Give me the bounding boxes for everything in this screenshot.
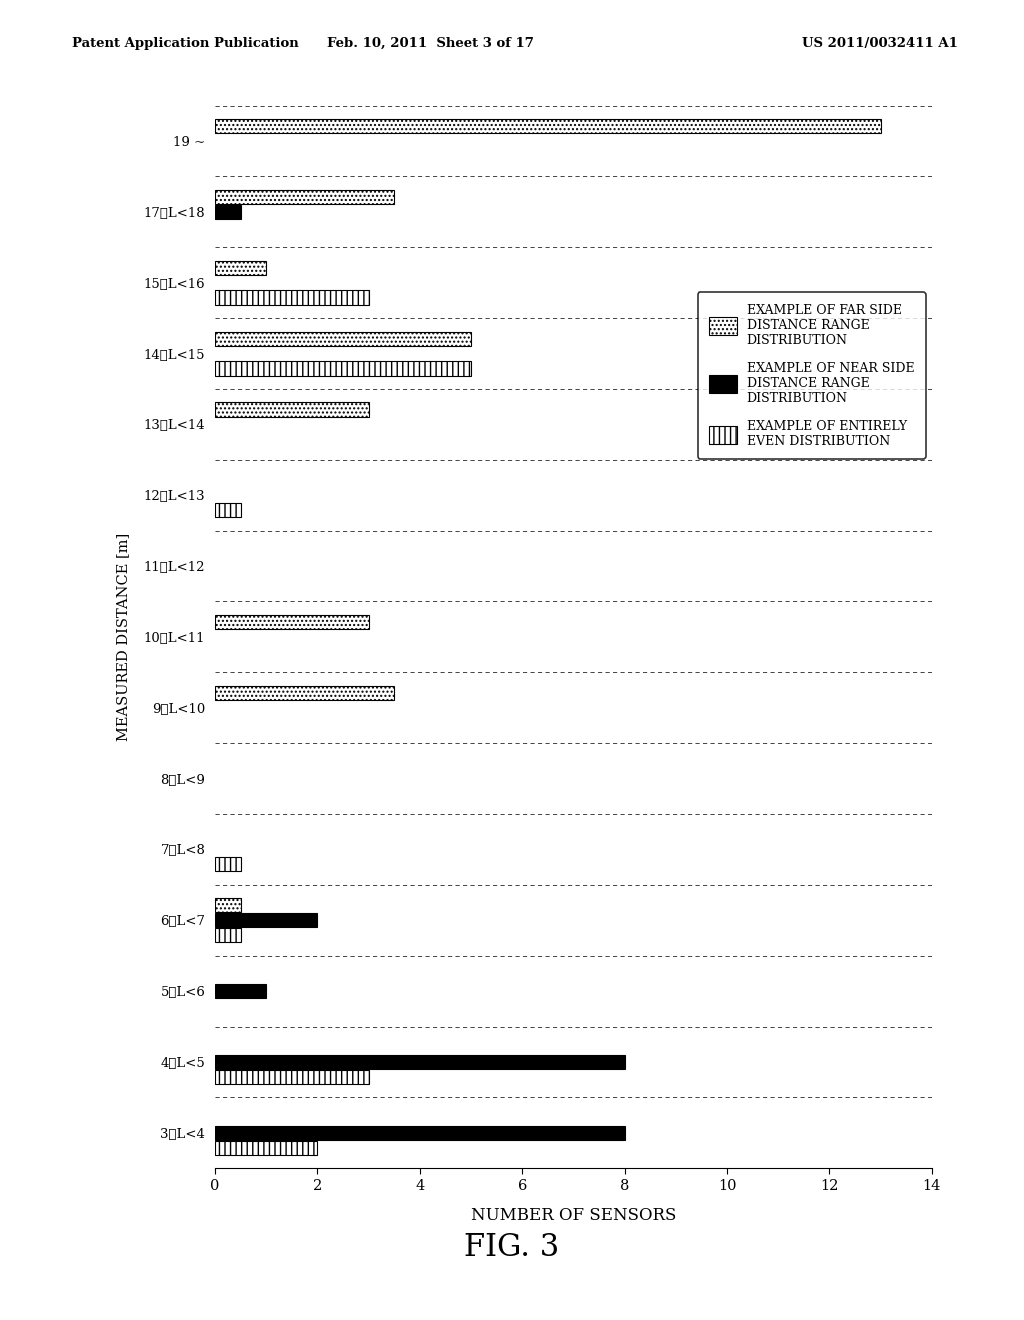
Bar [215, 615, 369, 630]
Text: Feb. 10, 2011  Sheet 3 of 17: Feb. 10, 2011 Sheet 3 of 17 [327, 37, 534, 50]
Bar [215, 857, 241, 871]
Bar [215, 1140, 317, 1155]
Text: Patent Application Publication: Patent Application Publication [72, 37, 298, 50]
Bar [215, 205, 241, 219]
Bar [215, 190, 394, 205]
Bar [215, 119, 881, 133]
X-axis label: NUMBER OF SENSORS: NUMBER OF SENSORS [471, 1206, 676, 1224]
Bar [215, 928, 241, 942]
Bar [215, 983, 266, 998]
Bar [215, 503, 241, 517]
Bar [215, 1126, 625, 1140]
Bar [215, 899, 241, 912]
Text: FIG. 3: FIG. 3 [464, 1232, 560, 1263]
Bar [215, 913, 317, 928]
Text: US 2011/0032411 A1: US 2011/0032411 A1 [802, 37, 957, 50]
Bar [215, 403, 369, 417]
Legend: EXAMPLE OF FAR SIDE
DISTANCE RANGE
DISTRIBUTION, EXAMPLE OF NEAR SIDE
DISTANCE R: EXAMPLE OF FAR SIDE DISTANCE RANGE DISTR… [698, 293, 926, 459]
Bar [215, 1069, 369, 1084]
Bar [215, 362, 471, 375]
Y-axis label: MEASURED DISTANCE [m]: MEASURED DISTANCE [m] [116, 533, 130, 741]
Bar [215, 290, 369, 305]
Bar [215, 686, 394, 700]
Bar [215, 261, 266, 275]
Bar [215, 1055, 625, 1069]
Bar [215, 331, 471, 346]
